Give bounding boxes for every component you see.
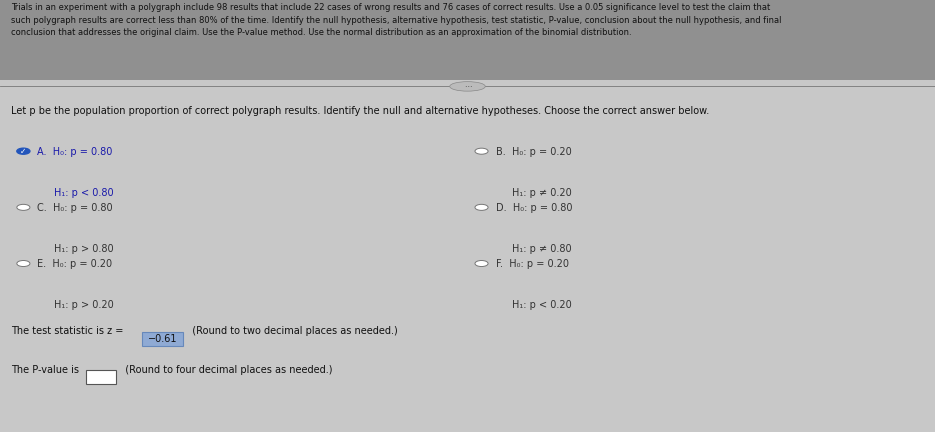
Text: H₁: p < 0.20: H₁: p < 0.20 [512,300,572,310]
Circle shape [17,260,30,267]
Text: A.  H₀: p = 0.80: A. H₀: p = 0.80 [37,147,113,157]
Circle shape [475,148,488,154]
Circle shape [475,204,488,210]
Text: −0.61: −0.61 [148,334,177,344]
Circle shape [475,260,488,267]
Text: ✓: ✓ [21,147,26,156]
Ellipse shape [450,82,485,91]
Text: E.  H₀: p = 0.20: E. H₀: p = 0.20 [37,259,112,269]
Text: C.  H₀: p = 0.80: C. H₀: p = 0.80 [37,203,113,213]
Text: B.  H₀: p = 0.20: B. H₀: p = 0.20 [496,147,571,157]
Circle shape [17,148,30,154]
Text: D.  H₀: p = 0.80: D. H₀: p = 0.80 [496,203,572,213]
Text: H₁: p < 0.80: H₁: p < 0.80 [54,188,114,198]
Bar [0,0,935,80]
Text: H₁: p > 0.20: H₁: p > 0.20 [54,300,114,310]
Text: The P-value is: The P-value is [11,365,82,375]
Text: H₁: p ≠ 0.80: H₁: p ≠ 0.80 [512,244,572,254]
Text: H₁: p > 0.80: H₁: p > 0.80 [54,244,114,254]
Text: Let p be the population proportion of correct polygraph results. Identify the nu: Let p be the population proportion of co… [11,106,710,116]
FancyBboxPatch shape [142,332,183,346]
Circle shape [17,204,30,210]
Text: The test statistic is z =: The test statistic is z = [11,326,127,336]
Text: (Round to two decimal places as needed.): (Round to two decimal places as needed.) [186,326,397,336]
Text: F.  H₀: p = 0.20: F. H₀: p = 0.20 [496,259,568,269]
Text: ⋯: ⋯ [464,82,471,91]
Text: Trials in an experiment with a polygraph include 98 results that include 22 case: Trials in an experiment with a polygraph… [11,3,782,37]
Text: H₁: p ≠ 0.20: H₁: p ≠ 0.20 [512,188,572,198]
Text: (Round to four decimal places as needed.): (Round to four decimal places as needed.… [119,365,332,375]
FancyBboxPatch shape [86,370,116,384]
